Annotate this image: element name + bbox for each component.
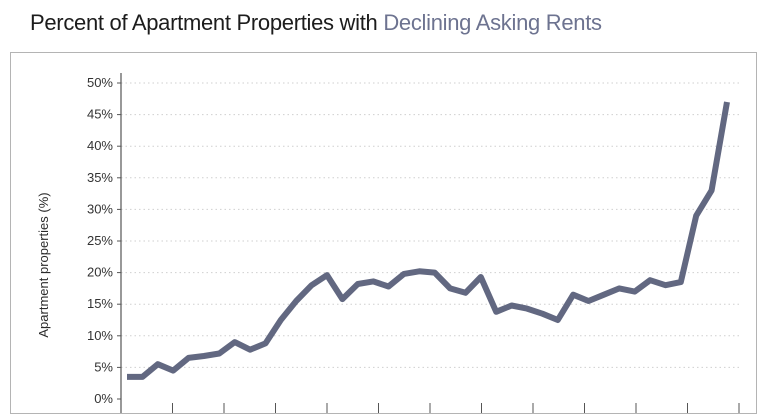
y-tick-label: 20% <box>87 265 113 280</box>
data-point <box>155 362 160 367</box>
data-point <box>586 299 591 304</box>
data-point <box>709 188 714 193</box>
data-point <box>663 283 668 288</box>
y-tick-label: 50% <box>87 75 113 90</box>
data-point <box>355 282 360 287</box>
gridlines <box>121 82 739 368</box>
y-tick-label: 0% <box>94 391 113 406</box>
y-tick-label: 25% <box>87 233 113 248</box>
data-point <box>509 303 514 308</box>
data-point <box>678 280 683 285</box>
chart-panel: 0% 5% 10% 15% 20% 25% 30% 35% 40% 45% 50% Apartmen… <box>10 52 757 414</box>
data-point <box>201 354 206 359</box>
data-point <box>555 318 560 323</box>
data-point <box>601 292 606 297</box>
series-layer <box>125 100 730 380</box>
y-tick-label: 40% <box>87 138 113 153</box>
data-point <box>294 299 299 304</box>
tick-labels: 0% 5% 10% 15% 20% 25% 30% 35% 40% 45% 50% <box>87 75 113 406</box>
data-point <box>325 273 330 278</box>
y-tick-label: 5% <box>94 359 113 374</box>
data-point <box>632 289 637 294</box>
chart-title-main: Percent of Apartment Properties with <box>30 10 378 35</box>
data-point <box>401 271 406 276</box>
data-point <box>386 284 391 289</box>
data-point <box>725 100 730 105</box>
data-point <box>232 340 237 345</box>
data-point <box>478 275 483 280</box>
data-point <box>525 306 530 311</box>
y-tick-label: 10% <box>87 328 113 343</box>
chart-title: Percent of Apartment Properties with Dec… <box>30 10 602 36</box>
data-point <box>571 292 576 297</box>
data-point <box>648 278 653 283</box>
data-point <box>371 279 376 284</box>
axes <box>117 73 740 413</box>
data-point <box>540 311 545 316</box>
y-axis-title: Apartment properties (%) <box>36 192 51 337</box>
y-tick-label: 35% <box>87 170 113 185</box>
data-point <box>340 297 345 302</box>
data-point <box>494 309 499 314</box>
data-point <box>186 355 191 360</box>
data-point <box>217 351 222 356</box>
line-chart: 0% 5% 10% 15% 20% 25% 30% 35% 40% 45% 50% Apartmen… <box>36 73 740 413</box>
data-point <box>140 374 145 379</box>
data-point <box>417 269 422 274</box>
y-tick-label: 30% <box>87 201 113 216</box>
y-tick-label: 15% <box>87 296 113 311</box>
data-point <box>248 347 253 352</box>
y-tick-label: 45% <box>87 107 113 122</box>
data-point <box>432 270 437 275</box>
data-point <box>448 286 453 291</box>
data-point <box>171 368 176 373</box>
chart-title-accent: Declining Asking Rents <box>383 10 602 35</box>
data-point <box>309 283 314 288</box>
data-point <box>278 318 283 323</box>
data-point <box>125 374 130 379</box>
series-line <box>127 101 730 380</box>
data-point <box>263 341 268 346</box>
data-point <box>694 213 699 218</box>
data-point <box>463 290 468 295</box>
data-point <box>617 286 622 291</box>
